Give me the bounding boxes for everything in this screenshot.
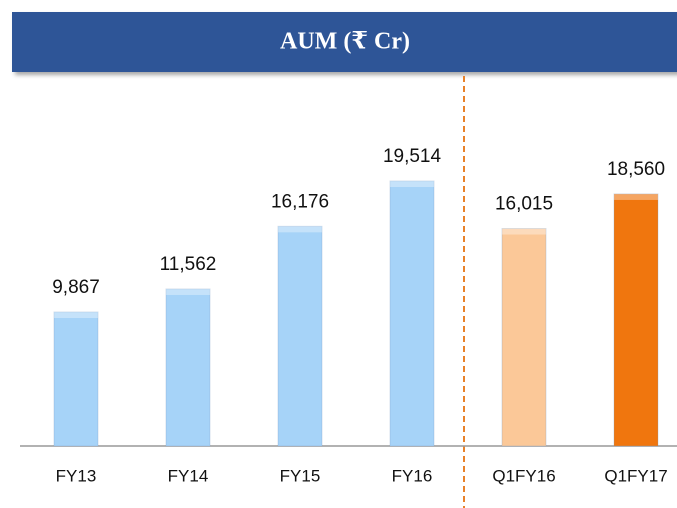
bar (613, 193, 659, 447)
bar (53, 311, 99, 447)
bar-cap (390, 181, 434, 187)
bar (165, 288, 211, 447)
data-label: 16,176 (271, 191, 329, 212)
x-tick-label: Q1FY17 (604, 466, 667, 485)
data-label: 16,015 (495, 194, 553, 215)
x-tick-label: FY16 (392, 466, 433, 485)
x-tick-label: FY15 (280, 466, 321, 485)
bar (277, 225, 323, 447)
x-tick-label: FY13 (56, 466, 97, 485)
data-label: 9,867 (52, 277, 100, 298)
bar-cap (614, 193, 658, 200)
title-banner (12, 12, 677, 72)
bar-cap (54, 312, 98, 319)
data-label: 11,562 (160, 254, 217, 275)
data-label: 19,514 (383, 146, 442, 167)
bar (389, 180, 435, 447)
x-tick-label: FY14 (168, 466, 209, 485)
bar-cap (166, 288, 210, 295)
data-label: 18,560 (607, 159, 665, 180)
bar (501, 228, 547, 447)
bar-cap (502, 228, 546, 235)
x-tick-label: Q1FY16 (492, 466, 555, 485)
chart-title: AUM (₹ Cr) (280, 29, 410, 55)
bar-cap (278, 226, 322, 233)
